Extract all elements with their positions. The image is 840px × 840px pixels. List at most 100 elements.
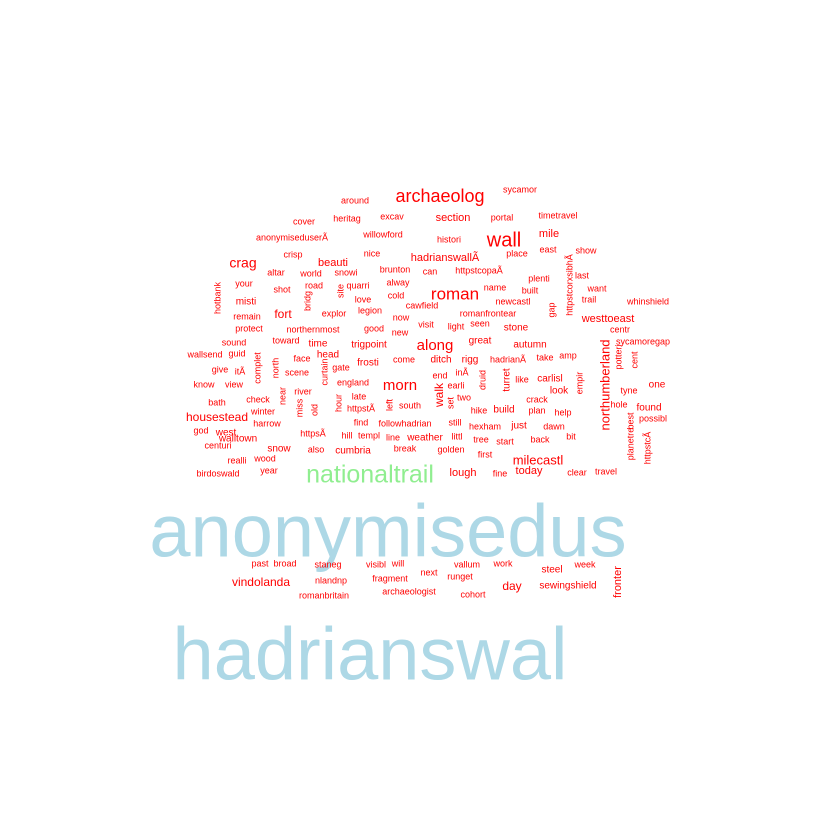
word-harrow: harrow [253,418,281,428]
word-crisp: crisp [283,249,302,259]
word-hill: hill [341,430,352,440]
word-hadrianswalla: hadrianswallÃ [411,251,480,264]
word-httpstcopaa: httpstcopaÃ [455,265,503,275]
word-legion: legion [358,305,382,315]
word-take: take [536,352,553,362]
word-lough: lough [450,467,477,479]
word-histori: histori [437,234,461,244]
word-line: line [386,432,400,442]
word-river: river [294,386,312,396]
word-road: road [305,280,323,290]
word-wall: wall [486,229,521,251]
word-fragment: fragment [372,573,408,583]
word-brunton: brunton [380,264,411,274]
word-broad: broad [273,558,296,568]
word-fronter: fronter [612,566,624,598]
word-just: just [510,421,527,432]
word-stone: stone [504,323,529,334]
word-romanbritain: romanbritain [299,590,349,600]
word-section: section [436,212,471,224]
word-cent: cent [629,351,639,369]
word-miss: miss [294,398,304,417]
word-archaeolog: archaeolog [395,186,484,206]
word-time: time [309,339,328,350]
word-planetre: planetre [625,428,635,461]
word-hotbank: hotbank [212,281,222,314]
word-littl: littl [452,431,463,441]
word-timetravel: timetravel [538,210,577,220]
word-cohort: cohort [460,589,486,599]
word-httpsta: httpstÃ [347,403,375,413]
word-heritag: heritag [333,213,361,223]
word-possibl: possibl [639,413,667,423]
word-cawfield: cawfield [406,300,439,310]
word-next: next [420,567,438,577]
word-great: great [469,336,492,347]
word-visibl: visibl [366,559,386,569]
word-hadrianswal: hadrianswal [173,613,568,696]
word-runget: runget [447,571,473,581]
word-one: one [649,380,666,391]
word-roman: roman [431,284,479,303]
word-end: end [432,370,447,380]
word-turret: turret [502,368,513,392]
word-alway: alway [386,277,410,287]
word-willowford: willowford [362,229,403,239]
word-amp: amp [559,350,577,360]
word-travel: travel [595,466,617,476]
word-staneg: staneg [314,559,341,569]
word-empir: empir [574,372,584,395]
word-carlisl: carlisl [537,374,563,385]
word-remain: remain [233,311,261,321]
word-newcastl: newcastl [495,296,530,306]
word-guid: guid [228,348,245,358]
word-cover: cover [293,216,315,226]
word-northumberland: northumberland [597,339,612,430]
word-romanfrontear: romanfrontear [460,308,517,318]
word-followhadrian: followhadrian [378,418,431,428]
word-gate: gate [332,362,350,372]
word-shot: shot [273,284,291,294]
word-hike: hike [471,405,488,415]
word-along: along [417,337,454,354]
word-visit: visit [418,319,434,329]
word-hour: hour [333,394,343,412]
word-rigg: rigg [462,355,479,366]
word-know: know [193,379,215,389]
word-hadriana: hadrianÃ [490,354,526,364]
word-centr: centr [610,324,630,334]
word-bit: bit [566,431,576,441]
word-bridg: bridg [302,291,312,311]
word-sycamor: sycamor [503,184,537,194]
word-wood: wood [253,453,276,463]
word-trigpoint: trigpoint [351,340,387,351]
word-new: new [392,327,409,337]
word-find: find [354,417,369,427]
word-sound: sound [222,337,247,347]
word-nice: nice [364,248,381,258]
word-start: start [496,436,514,446]
word-look: look [550,386,569,397]
word-wallsend: wallsend [186,349,222,359]
word-best: best [625,412,635,430]
word-altar: altar [267,267,285,277]
word-clear: clear [567,467,587,477]
word-weather: weather [406,433,443,444]
word-housestead: housestead [186,410,248,424]
word-httpstcorxsibha: httpstcorxsibhÃ [564,254,574,316]
word-seen: seen [470,318,490,328]
word-scene: scene [285,367,309,377]
word-can: can [423,266,438,276]
word-whinshield: whinshield [626,296,669,306]
word-hole: hole [610,399,627,409]
word-misti: misti [236,297,257,308]
word-complet: complet [252,352,262,384]
word-autumn: autumn [513,340,546,351]
word-your: your [235,278,253,288]
word-potteri: potteri [613,344,623,369]
word-protect: protect [235,323,263,333]
word-week: week [573,559,596,569]
word-druid: druid [477,370,487,390]
word-around: around [341,195,369,205]
